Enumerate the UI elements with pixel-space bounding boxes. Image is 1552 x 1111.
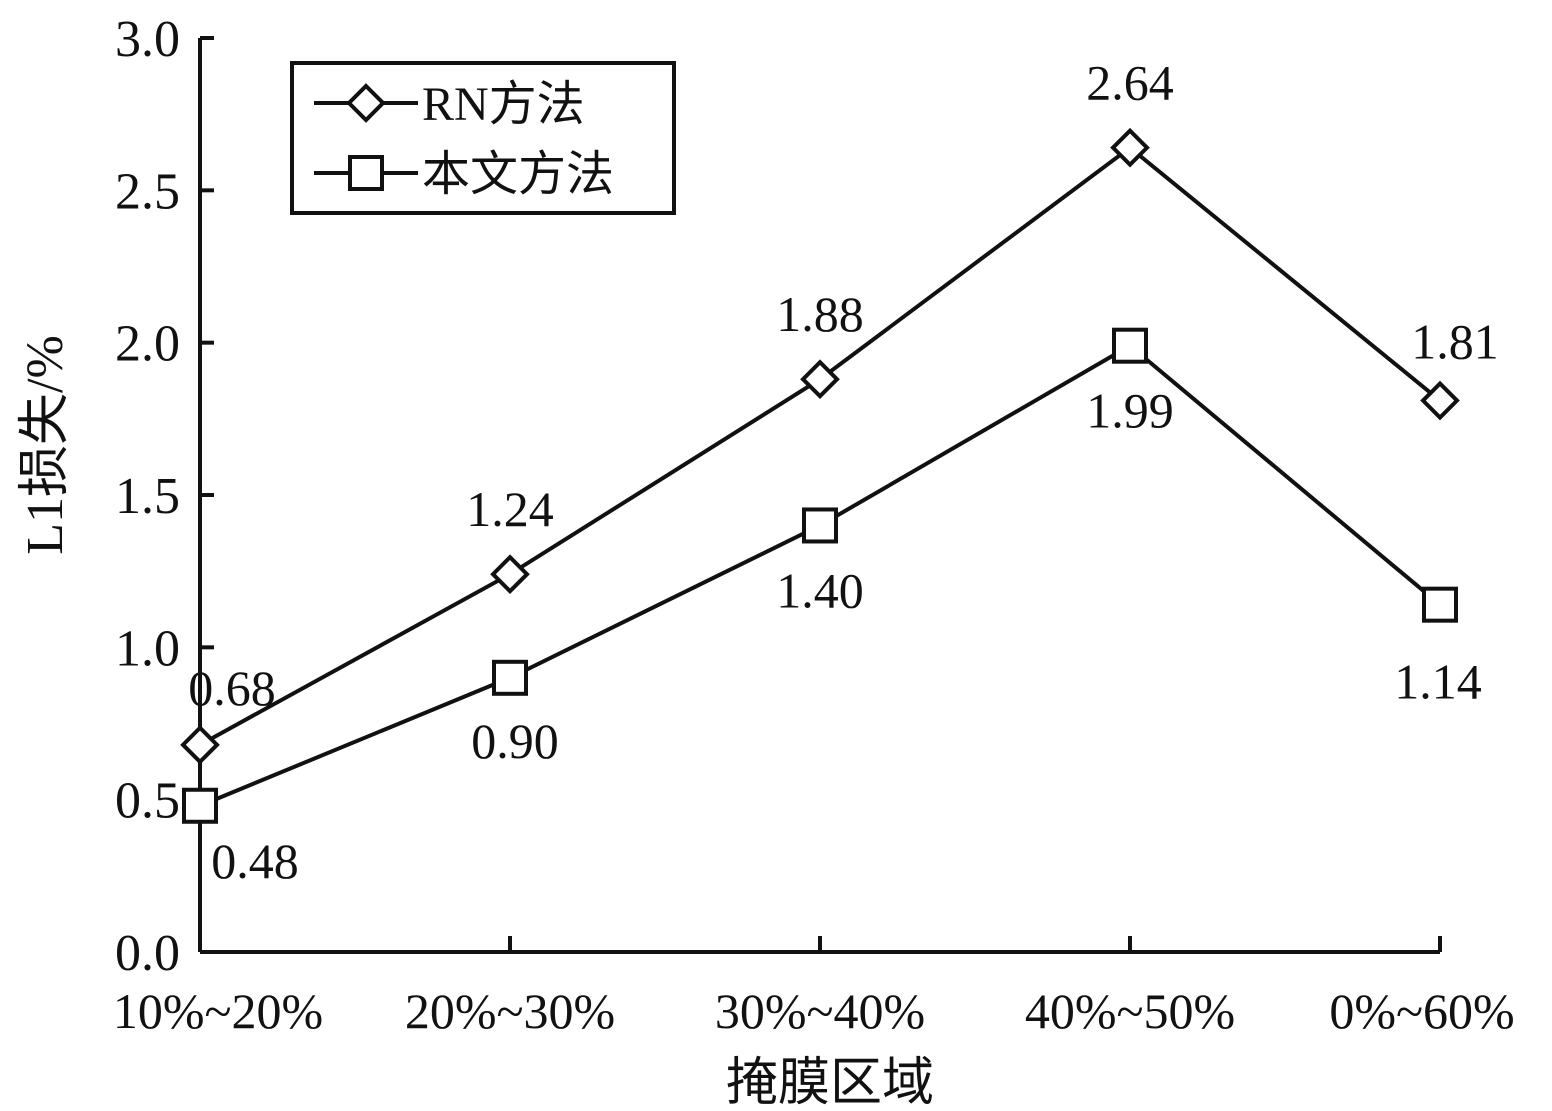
series-line	[199, 145, 1442, 747]
square-marker	[348, 155, 384, 191]
data-label: 1.99	[1086, 383, 1174, 439]
y-tick-label: 1.5	[115, 468, 180, 525]
x-tick-label: 40%~50%	[1025, 983, 1235, 1039]
diamond-marker	[800, 359, 840, 400]
square-marker	[1112, 327, 1148, 364]
square-marker	[182, 787, 218, 824]
diamond-marker	[490, 554, 530, 595]
legend-box	[290, 61, 676, 215]
y-axis-title: L1损失/%	[17, 335, 74, 555]
y-tick-label: 1.0	[115, 620, 180, 677]
data-label: 1.24	[466, 481, 554, 537]
y-tick-label: 0.5	[115, 773, 180, 830]
data-label: 1.14	[1394, 654, 1482, 710]
square-marker	[802, 507, 838, 544]
y-tick-label: 0.0	[115, 925, 180, 982]
x-tick-label: 0%~60%	[1329, 983, 1514, 1039]
diamond-marker	[1420, 380, 1460, 421]
data-labels: 0.68 1.24 1.88 2.64 1.81 0.48 0.90 1.40 1.99 1.14	[188, 55, 1499, 889]
data-label: 1.88	[776, 286, 864, 342]
axes: 0.0 0.5 1.0 1.5 2.0 2.5 3.0 10%~20% 20%~30% 30%~4…	[113, 11, 1515, 1039]
legend-label: 本文方法	[422, 148, 614, 201]
series-rn	[180, 127, 1460, 765]
legend-label: RN方法	[422, 78, 585, 131]
square-marker	[1422, 586, 1458, 623]
legend-item: RN方法	[314, 78, 585, 131]
data-label: 2.64	[1086, 55, 1174, 111]
data-label: 1.40	[776, 562, 864, 618]
legend-item: 本文方法	[314, 148, 614, 201]
series-layer	[180, 127, 1460, 824]
data-label: 0.68	[188, 660, 276, 716]
x-tick-label: 30%~40%	[715, 983, 925, 1039]
y-tick-label: 2.5	[115, 163, 180, 220]
data-label: 0.48	[211, 833, 299, 889]
x-axis-title: 掩膜区域	[726, 1055, 934, 1111]
diamond-marker	[1110, 127, 1150, 168]
y-tick-label: 3.0	[115, 11, 180, 68]
data-label: 1.81	[1411, 314, 1499, 370]
diamond-marker	[180, 724, 220, 765]
data-label: 0.90	[471, 713, 559, 769]
x-tick-label: 10%~20%	[113, 983, 323, 1039]
y-tick-label: 2.0	[115, 316, 180, 373]
x-tick-label: 20%~30%	[405, 983, 615, 1039]
diamond-marker	[346, 83, 386, 123]
square-marker	[492, 659, 528, 696]
series-ours	[182, 327, 1458, 824]
